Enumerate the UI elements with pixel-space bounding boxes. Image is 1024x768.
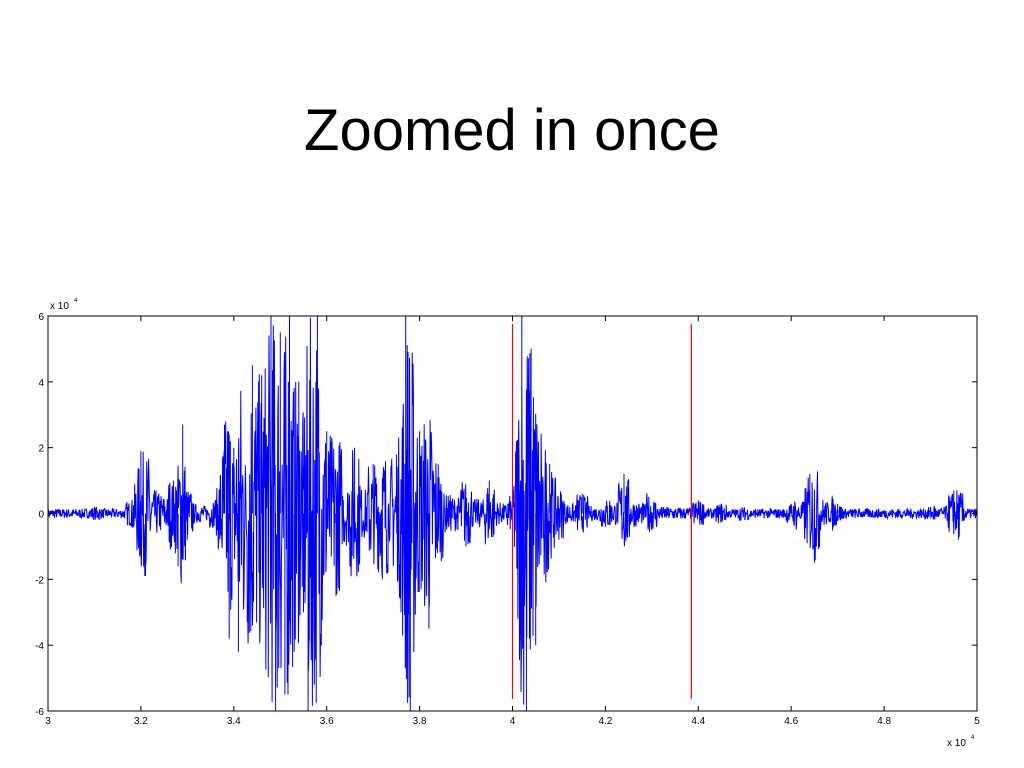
x-tick-label: 3.8 — [413, 716, 427, 727]
x-multiplier-exp: 4 — [971, 735, 975, 741]
x-tick-label: 3.6 — [320, 716, 334, 727]
y-tick-label: -4 — [35, 641, 44, 652]
y-tick-label: 0 — [38, 510, 44, 521]
x-multiplier-label: x 10 — [947, 738, 966, 749]
x-tick-label: 4 — [510, 716, 516, 727]
x-tick-label: 4.4 — [691, 716, 705, 727]
y-tick-label: 2 — [38, 444, 44, 455]
x-tick-label: 4.2 — [598, 716, 612, 727]
x-tick-label: 3 — [45, 716, 51, 727]
y-multiplier-exp: 4 — [74, 298, 78, 304]
y-tick-label: -6 — [35, 707, 44, 718]
x-tick-label: 5 — [974, 716, 980, 727]
y-tick-label: 6 — [38, 312, 44, 323]
x-tick-label: 4.6 — [784, 716, 798, 727]
slide-title: Zoomed in once — [304, 98, 720, 163]
x-tick-label: 3.2 — [134, 716, 148, 727]
y-tick-label: 4 — [38, 378, 44, 389]
axis-ticks: 3 3.2 3.4 3.6 3.8 4 4.2 4.4 4.6 4.8 5 -6 -4 -2 0 2 4 6 — [35, 312, 980, 727]
x-tick-label: 3.4 — [227, 716, 241, 727]
x-tick-label: 4.8 — [877, 716, 891, 727]
plot-marks — [47, 316, 978, 711]
y-multiplier-label: x 10 — [50, 301, 69, 312]
y-tick-label: -2 — [35, 575, 44, 586]
